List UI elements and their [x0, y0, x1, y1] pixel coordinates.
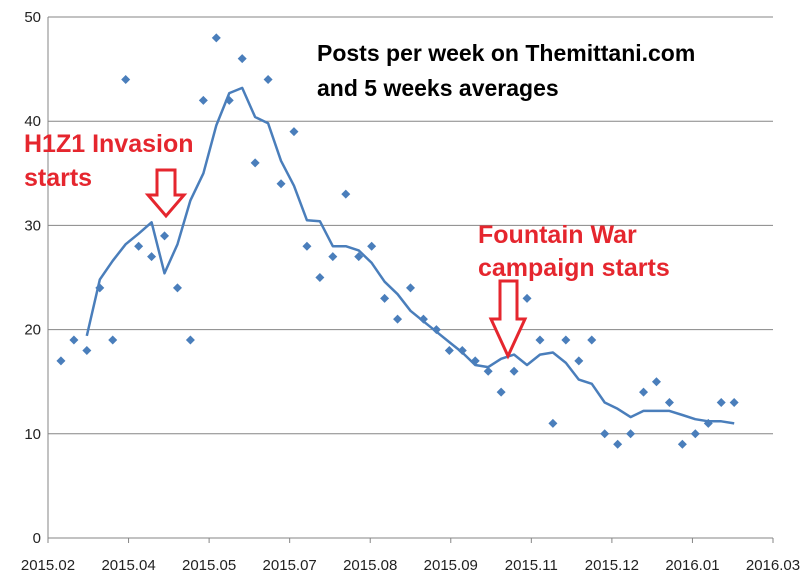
y-tick-label: 40 [24, 113, 41, 130]
data-point [69, 335, 79, 345]
y-tick-labels: 0 10 20 30 40 50 [24, 9, 41, 547]
data-point [406, 283, 415, 293]
average-line [85, 86, 735, 425]
data-point [289, 127, 299, 137]
data-point [418, 314, 428, 324]
data-point [160, 231, 170, 241]
y-tick-label: 20 [24, 322, 41, 339]
x-tick-label: 2015.08 [343, 557, 397, 574]
annotation-h1z1: H1Z1 Invasion starts [24, 130, 194, 219]
axes [47, 17, 773, 539]
data-point [198, 95, 208, 105]
x-tick-labels: 2015.02 2015.04 2015.05 2015.07 2015.08 2015.… [21, 538, 800, 574]
annotation-fountain-war: Fountain War campaign starts [478, 221, 670, 360]
x-tick-label: 2016.03 [746, 557, 800, 574]
x-tick-label: 2015.04 [101, 557, 155, 574]
data-point [509, 366, 519, 376]
data-point [600, 429, 610, 439]
data-point [457, 345, 467, 355]
data-point [639, 387, 649, 397]
data-point [134, 241, 144, 251]
data-point [548, 418, 558, 428]
down-arrow-icon [488, 279, 528, 360]
data-point [82, 345, 92, 355]
data-point [250, 158, 260, 168]
data-point [561, 335, 571, 345]
x-tick-label: 2016.01 [665, 557, 719, 574]
annotation-fountain-war-line-1: Fountain War [478, 221, 637, 249]
data-point [522, 293, 532, 303]
down-arrow-icon [144, 168, 188, 219]
data-point [587, 335, 597, 345]
annotation-h1z1-line-2: starts [24, 164, 92, 192]
data-point [664, 398, 674, 408]
gridlines [48, 16, 773, 435]
data-point [626, 429, 636, 439]
data-point [237, 54, 247, 64]
data-point [535, 335, 545, 345]
data-point [224, 95, 234, 105]
data-point [380, 293, 390, 303]
data-point [470, 356, 480, 366]
x-tick-label: 2015.05 [182, 557, 236, 574]
data-point [328, 252, 338, 262]
data-point [613, 439, 623, 449]
data-point [367, 241, 377, 251]
weekly-posts-series [56, 33, 739, 449]
data-point [185, 335, 195, 345]
data-point [703, 418, 713, 428]
data-point [172, 283, 182, 293]
data-point [121, 75, 131, 85]
average-series [85, 86, 735, 425]
y-tick-label: 0 [33, 530, 41, 547]
chart-title-line-1: Posts per week on Themittani.com [317, 40, 695, 66]
data-point [690, 429, 700, 439]
data-point [56, 356, 66, 366]
data-point [496, 387, 506, 397]
data-point [716, 398, 726, 408]
chart-title-line-2: and 5 weeks averages [317, 75, 559, 101]
data-point [729, 398, 739, 408]
annotation-fountain-war-line-2: campaign starts [478, 254, 670, 282]
data-point [677, 439, 687, 449]
data-point [108, 335, 118, 345]
data-point [574, 356, 584, 366]
annotation-h1z1-line-1: H1Z1 Invasion [24, 130, 194, 158]
data-point [444, 345, 454, 355]
y-tick-label: 30 [24, 217, 41, 234]
x-tick-label: 2015.07 [263, 557, 317, 574]
data-point [651, 377, 661, 387]
x-tick-label: 2015.02 [21, 557, 75, 574]
data-point [302, 241, 312, 251]
x-tick-label: 2015.09 [424, 557, 478, 574]
x-tick-label: 2015.12 [585, 557, 639, 574]
data-point [341, 189, 351, 199]
data-point [431, 325, 441, 335]
y-tick-label: 10 [24, 426, 41, 443]
data-point [276, 179, 286, 189]
data-point [315, 273, 325, 282]
data-point [393, 314, 403, 324]
data-point [263, 75, 273, 85]
data-point [211, 33, 221, 43]
y-tick-label: 50 [24, 9, 41, 26]
x-tick-label: 2015.11 [505, 557, 558, 574]
data-point [95, 283, 105, 293]
data-point [354, 252, 364, 262]
chart-title: Posts per week on Themittani.com and 5 w… [317, 40, 695, 101]
data-point [483, 366, 493, 376]
data-point [147, 252, 157, 262]
